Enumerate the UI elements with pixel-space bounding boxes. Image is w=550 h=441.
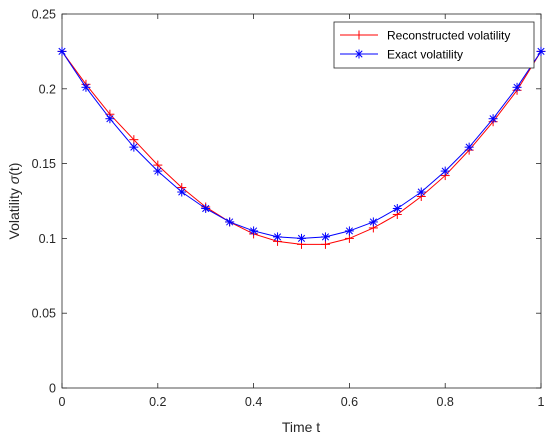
legend-entry-reconstructed: Reconstructed volatility <box>340 29 510 43</box>
data-point <box>536 46 546 56</box>
data-point <box>129 142 139 152</box>
x-axis-label: Time t <box>282 419 320 435</box>
y-tick-label: 0.1 <box>39 232 56 246</box>
legend-box <box>333 21 535 69</box>
data-point <box>105 114 115 124</box>
y-axis-label-symbol: σ <box>6 175 22 184</box>
legend-label-reconstructed: Reconstructed volatility <box>387 29 510 43</box>
data-point <box>488 114 498 124</box>
series-layer <box>57 46 546 249</box>
legend-label-exact: Exact volatility <box>387 48 463 62</box>
y-axis-label: Volatility σ(t) <box>6 163 22 240</box>
data-point <box>249 226 259 236</box>
data-point <box>464 142 474 152</box>
data-point <box>273 232 283 242</box>
data-point <box>440 166 450 176</box>
y-axis-label-suffix: (t) <box>6 163 22 176</box>
x-tick-label: 0 <box>59 395 66 409</box>
data-point <box>57 46 67 56</box>
data-point <box>153 166 163 176</box>
data-point <box>368 217 378 227</box>
data-point <box>392 203 402 213</box>
legend-entry-exact: Exact volatility <box>340 48 463 62</box>
y-axis-label-prefix: Volatility <box>6 184 22 239</box>
y-tick-label: 0 <box>49 382 56 396</box>
plot-area <box>61 13 542 389</box>
data-point <box>512 82 522 92</box>
legend-marker-exact <box>354 49 364 59</box>
data-point <box>344 226 354 236</box>
x-tick-label: 0.2 <box>149 395 166 409</box>
series-exact <box>57 46 546 243</box>
x-tick-label: 0.8 <box>437 395 454 409</box>
y-tick-label: 0.25 <box>32 8 56 22</box>
data-point <box>297 233 306 243</box>
x-tick-label: 0.4 <box>245 395 262 409</box>
x-tick-label: 1 <box>538 395 545 409</box>
legend-marker <box>354 49 364 59</box>
y-tick-label: 0.05 <box>32 307 56 321</box>
y-tick-label: 0.2 <box>39 82 56 96</box>
y-tick-label: 0.15 <box>32 157 56 171</box>
data-point <box>177 187 187 197</box>
legend-marker-reconstructed <box>354 30 364 40</box>
data-point <box>320 232 330 242</box>
axis-ticks: 0 0.2 0.4 0.6 0.8 1 0 0.05 0.1 0.15 0.2 0.25 <box>32 8 545 410</box>
legend: Reconstructed volatility Exact volatilit… <box>333 21 535 69</box>
data-point <box>81 82 91 92</box>
data-point <box>416 187 426 197</box>
data-point <box>225 217 235 227</box>
legend-marker <box>354 30 364 40</box>
data-point <box>201 203 211 213</box>
x-tick-label: 0.6 <box>341 395 358 409</box>
